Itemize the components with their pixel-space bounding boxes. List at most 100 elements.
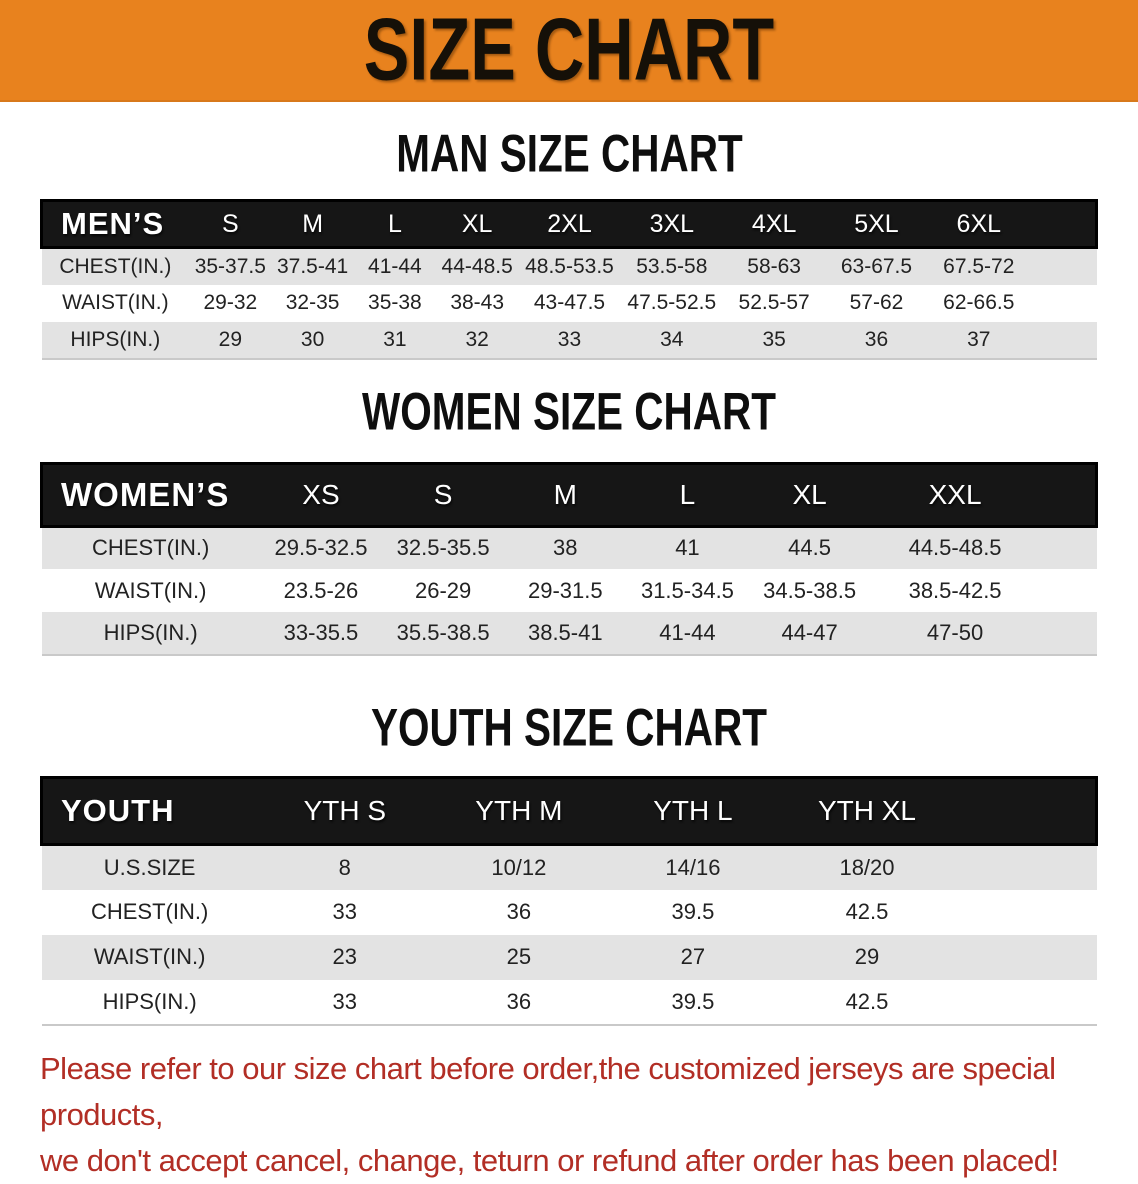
men-section-title: MAN SIZE CHART [0, 123, 1138, 183]
size-value: 42.5 [779, 979, 955, 1025]
size-value: 67.5-72 [927, 247, 1030, 285]
size-column-header: 5XL [825, 199, 928, 249]
size-column-header: L [626, 461, 749, 528]
size-column-header: M [271, 199, 354, 249]
size-value: 37.5-41 [271, 247, 354, 285]
size-column-header: XXL [870, 461, 1040, 528]
table-row: HIPS(IN.) 33 36 39.5 42.5 [41, 979, 1097, 1025]
size-value: 10/12 [431, 844, 606, 890]
size-value: 63-67.5 [825, 247, 928, 285]
table-row: WAIST(IN.) 29-32 32-35 35-38 38-43 43-47.5 47.… [41, 284, 1097, 322]
size-value: 26-29 [382, 569, 505, 612]
size-column-header: YTH M [431, 776, 606, 846]
measurement-label: CHEST(IN.) [41, 889, 258, 935]
size-value: 29 [779, 934, 955, 980]
size-column-header: YTH XL [779, 776, 955, 846]
size-column-header: YTH S [257, 776, 432, 846]
size-value: 31.5-34.5 [626, 569, 749, 612]
size-value: 30 [271, 321, 354, 359]
size-value: 41-44 [353, 247, 437, 285]
disclaimer-line-1: Please refer to our size chart before or… [40, 1050, 1056, 1132]
size-value: 33 [518, 321, 621, 359]
size-value: 29-32 [189, 284, 272, 322]
size-value: 38-43 [436, 284, 519, 322]
size-column-header: 4XL [722, 199, 826, 249]
size-value: 57-62 [825, 284, 928, 322]
measurement-label: WAIST(IN.) [41, 569, 260, 612]
size-column-header: 6XL [927, 199, 1030, 249]
size-value: 44.5 [748, 526, 871, 569]
disclaimer-text: Please refer to our size chart before or… [0, 1046, 1138, 1184]
size-value: 32 [436, 321, 519, 359]
size-value: 41-44 [626, 612, 749, 655]
size-value: 38 [504, 526, 627, 569]
size-value: 52.5-57 [722, 284, 826, 322]
size-value: 39.5 [605, 889, 780, 935]
row-filler-cell [954, 934, 1097, 980]
size-value: 23 [257, 934, 432, 980]
table-corner-label: YOUTH [39, 776, 258, 846]
table-corner-label: WOMEN’S [39, 461, 260, 528]
size-value: 18/20 [779, 844, 955, 890]
measurement-label: CHEST(IN.) [41, 526, 260, 569]
size-value: 31 [353, 321, 437, 359]
size-value: 43-47.5 [518, 284, 621, 322]
youth-section-title-text: YOUTH SIZE CHART [370, 697, 767, 758]
table-row: CHEST(IN.) 33 36 39.5 42.5 [41, 889, 1097, 935]
youth-size-table: YOUTH YTH S YTH M YTH L YTH XL U.S.SIZE 8 10/1… [39, 776, 1099, 1026]
table-row: HIPS(IN.) 33-35.5 35.5-38.5 38.5-41 41-44 44-… [41, 612, 1097, 655]
size-column-header: 3XL [620, 199, 723, 249]
table-row: HIPS(IN.) 29 30 31 32 33 34 35 36 37 [41, 321, 1097, 359]
men-section-title-text: MAN SIZE CHART [395, 123, 743, 184]
size-column-header: L [353, 199, 437, 249]
size-value: 8 [257, 844, 432, 890]
table-corner-label: MEN’S [40, 199, 190, 249]
size-column-header: S [189, 199, 272, 249]
size-value: 34 [620, 321, 723, 359]
measurement-label: WAIST(IN.) [41, 934, 258, 980]
table-row: WAIST(IN.) 23 25 27 29 [41, 934, 1097, 980]
size-value: 36 [431, 889, 606, 935]
size-value: 35 [722, 321, 826, 359]
size-value: 48.5-53.5 [518, 247, 621, 285]
size-value: 44-47 [748, 612, 871, 655]
table-row: CHEST(IN.) 35-37.5 37.5-41 41-44 44-48.5 48.5… [41, 247, 1097, 285]
size-value: 33 [257, 979, 432, 1025]
size-value: 36 [825, 321, 928, 359]
size-column-header: XS [259, 461, 383, 528]
size-value: 33 [257, 889, 432, 935]
size-column-header: 2XL [518, 199, 621, 249]
size-value: 36 [431, 979, 606, 1025]
size-value: 47-50 [870, 612, 1040, 655]
women-section-title: WOMEN SIZE CHART [0, 381, 1138, 441]
size-value: 38.5-41 [504, 612, 627, 655]
size-value: 53.5-58 [620, 247, 723, 285]
size-column-header: XL [436, 199, 519, 249]
table-row: CHEST(IN.) 29.5-32.5 32.5-35.5 38 41 44.5 44.5… [41, 526, 1097, 569]
size-value: 27 [605, 934, 780, 980]
youth-section-title: YOUTH SIZE CHART [0, 697, 1138, 757]
size-value: 62-66.5 [927, 284, 1030, 322]
header-filler-cell [954, 776, 1099, 846]
women-section-title-text: WOMEN SIZE CHART [361, 380, 776, 441]
header-filler-cell [1039, 461, 1099, 528]
size-value: 29 [189, 321, 272, 359]
size-value: 44.5-48.5 [870, 526, 1040, 569]
size-value: 38.5-42.5 [870, 569, 1040, 612]
size-value: 35.5-38.5 [382, 612, 505, 655]
size-value: 35-38 [353, 284, 437, 322]
size-column-header: S [382, 461, 505, 528]
disclaimer-line-2: we don't accept cancel, change, teturn o… [40, 1142, 1059, 1178]
size-value: 32-35 [271, 284, 354, 322]
size-value: 47.5-52.5 [620, 284, 723, 322]
youth-table-header-row: YOUTH YTH S YTH M YTH L YTH XL [39, 776, 1099, 846]
women-size-table: WOMEN’S XS S M L XL XXL CHEST(IN.) 29.5-32.5 32.… [39, 461, 1099, 656]
row-filler-cell [954, 889, 1097, 935]
size-value: 14/16 [605, 844, 780, 890]
banner-title: SIZE CHART [363, 1, 775, 99]
women-table-header-row: WOMEN’S XS S M L XL XXL [39, 461, 1099, 528]
size-value: 42.5 [779, 889, 955, 935]
size-value: 25 [431, 934, 606, 980]
row-filler-cell [954, 844, 1097, 890]
size-value: 44-48.5 [436, 247, 519, 285]
